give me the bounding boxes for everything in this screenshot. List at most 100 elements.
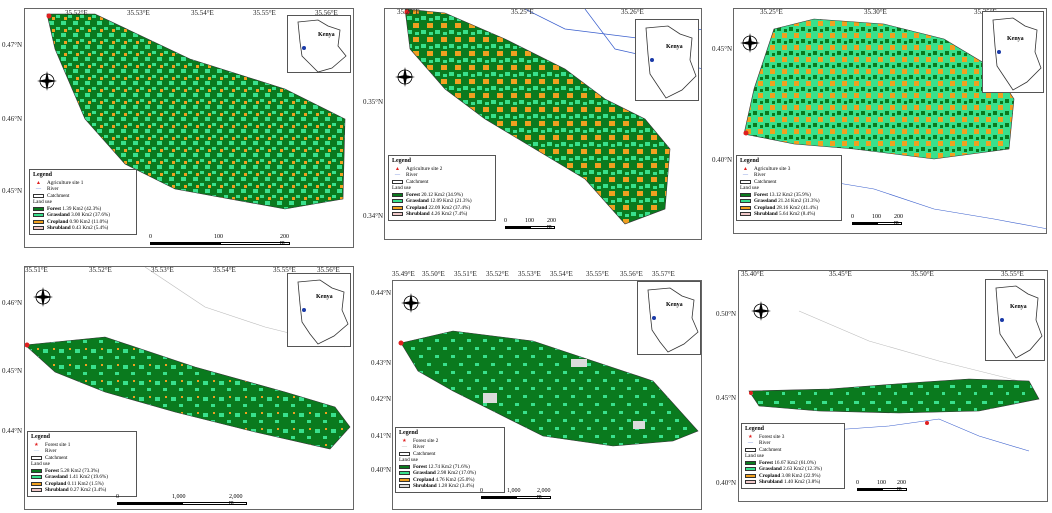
forest-swatch: [33, 206, 44, 211]
site-marker-icon: ★: [748, 433, 753, 440]
lat-label: 0.45°N: [2, 367, 23, 375]
forest-swatch: [399, 464, 410, 469]
grassland-swatch: [33, 213, 44, 218]
forest-swatch: [745, 460, 756, 465]
scale-label: 100: [872, 214, 881, 220]
lat-label: 0.40°N: [716, 479, 737, 487]
legend-title: Legend: [33, 172, 53, 178]
lon-label: 35.54°E: [213, 266, 236, 274]
lon-label: 35.49°E: [392, 270, 415, 278]
kenya-inset: Kenya: [982, 11, 1044, 93]
scale-label: 0: [856, 480, 859, 486]
lon-label: 35.50°E: [911, 270, 934, 278]
lon-label: 35.53°E: [151, 266, 174, 274]
legend-class: Cropland: [754, 204, 776, 211]
landuse-map: [748, 301, 1040, 452]
cropland-swatch: [399, 477, 410, 482]
legend-site: Agriculture site 1: [47, 179, 84, 186]
legend-class: Grassland: [406, 198, 429, 204]
lon-label: 35.25°E: [760, 8, 783, 16]
legend-class: Grassland: [47, 212, 70, 218]
legend-value: 4.26 Km2 (7.4%): [430, 211, 468, 217]
lat-label: 0.35°N: [363, 98, 384, 106]
legend: Legend ★ Forest site 3 — River Catchment L…: [741, 423, 845, 489]
legend-class: Cropland: [413, 476, 435, 483]
lon-label: 35.30°E: [864, 8, 887, 16]
legend-value: 0.27 Km2 (3.4%): [69, 487, 107, 493]
legend-catchment: Catchment: [45, 454, 68, 461]
lat-label: 0.44°N: [2, 427, 23, 435]
legend-class: Forest: [413, 463, 428, 470]
forest-swatch: [392, 192, 403, 197]
legend-landuse-heading: Land use: [392, 185, 411, 191]
legend-landuse-heading: Land use: [33, 199, 52, 205]
north-arrow-icon: [751, 301, 771, 321]
legend-class: Shrubland: [413, 483, 437, 489]
lon-label: 35.56°E: [620, 270, 643, 278]
scale-label: 100: [525, 218, 534, 224]
shrubland-swatch: [740, 212, 751, 217]
scale-label: 0: [149, 234, 152, 240]
site-marker-icon: ▲: [35, 179, 42, 186]
river-line-icon: —: [33, 448, 40, 454]
river-line-icon: —: [401, 444, 408, 450]
legend-value: 22.09 Km2 (37.4%): [428, 204, 471, 211]
lat-label: 0.46°N: [2, 115, 23, 123]
lon-label: 35.20°E: [397, 8, 420, 16]
legend-class: Shrubland: [47, 225, 71, 231]
scale-label: 200 m: [897, 480, 906, 492]
legend-value: 1.40 Km2 (3.8%): [783, 479, 821, 485]
grassland-swatch: [31, 475, 42, 480]
legend: Legend ▲ Agriculture site 1 — River Catchm…: [29, 169, 137, 235]
scale-label: 0: [851, 214, 854, 220]
map-panel-forest-site-2: Kenya Legend ★ Forest site 2 — River Catch…: [392, 280, 702, 510]
legend-catchment: Catchment: [413, 450, 436, 457]
grassland-swatch: [745, 467, 756, 472]
legend-landuse-heading: Land use: [745, 453, 764, 459]
lat-label: 0.34°N: [363, 212, 384, 220]
lon-label: 35.55°E: [273, 266, 296, 274]
lon-label: 35.50°E: [422, 270, 445, 278]
lon-label: 35.53°E: [518, 270, 541, 278]
legend-value: 20.12 Km2 (34.9%): [421, 191, 463, 198]
legend-value: 1.39 Km2 (42.3%): [62, 205, 102, 212]
river-line-icon: —: [742, 172, 749, 178]
scale-bar: 0 1,000 2,000 m: [480, 488, 551, 500]
landuse-map: [740, 18, 1046, 229]
legend-site: Agriculture site 3: [754, 165, 791, 172]
legend-river: River: [47, 186, 59, 192]
site-marker-icon: ▲: [742, 165, 749, 172]
site-marker-icon: ★: [34, 441, 39, 448]
shrubland-swatch: [31, 488, 42, 493]
legend-catchment: Catchment: [47, 192, 70, 199]
catchment-swatch: [745, 447, 756, 452]
lon-label: 35.55°E: [1001, 270, 1024, 278]
scale-label: 1,000: [507, 488, 521, 494]
catchment-swatch: [399, 451, 410, 456]
lon-label: 35.56°E: [317, 266, 340, 274]
site-marker-icon: ★: [402, 437, 407, 444]
legend-catchment: Catchment: [406, 178, 429, 185]
kenya-label: Kenya: [1010, 304, 1027, 310]
map-panel-agriculture-site-3: 35.25°E 35.30°E 35.35°E Kenya Legend ▲Ag…: [733, 8, 1047, 234]
lon-label: 35.55°E: [253, 9, 276, 17]
legend-class: Forest: [759, 459, 774, 466]
lat-label: 0.45°N: [2, 187, 23, 195]
scale-label: 200 m: [894, 214, 903, 226]
lon-label: 35.40°E: [741, 270, 764, 278]
lon-label: 35.45°E: [829, 270, 852, 278]
legend-value: 5.64 Km2 (8.4%): [778, 211, 816, 217]
lat-label: 0.42°N: [371, 395, 392, 403]
lon-label: 35.52°E: [89, 266, 112, 274]
lon-label: 35.52°E: [65, 9, 88, 17]
legend-value: 0.90 Km2 (11.0%): [69, 218, 109, 225]
cropland-swatch: [31, 481, 42, 486]
legend-site: Agriculture site 2: [406, 165, 443, 172]
scale-bar: 0 100 200 m: [504, 218, 556, 230]
scale-bar: 0 100 200 m: [856, 480, 907, 492]
legend-value: 3.00 Km2 (37.6%): [71, 212, 110, 218]
kenya-inset: Kenya: [637, 281, 701, 355]
river-line-icon: —: [394, 172, 401, 178]
kenya-outline-icon: [647, 287, 699, 353]
legend-title: Legend: [745, 426, 765, 432]
